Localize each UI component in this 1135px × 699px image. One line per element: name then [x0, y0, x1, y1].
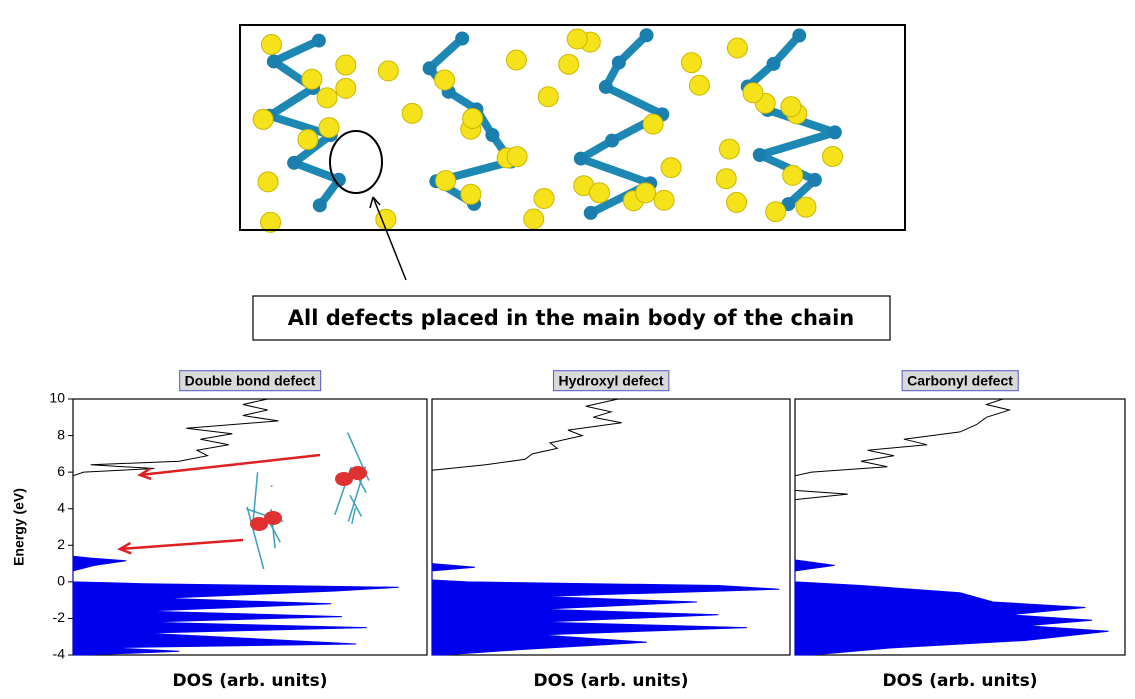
chart-title: Carbonyl defect: [907, 373, 1013, 389]
y-tick-label: 4: [57, 499, 65, 515]
atom-h: [538, 87, 558, 107]
charts: Double bond defect DOS (arb. units) Energy…: [11, 371, 1125, 691]
atom-c: [605, 134, 619, 148]
atom-h: [589, 183, 609, 203]
atom-h: [258, 172, 278, 192]
atom-c: [599, 80, 613, 94]
atom-h: [261, 35, 281, 55]
atom-h: [559, 54, 579, 74]
atom-c: [808, 173, 822, 187]
atom-c: [312, 34, 326, 48]
atom-c: [313, 198, 327, 212]
molecular-structure: [253, 28, 842, 232]
atom-c: [828, 125, 842, 139]
atom-h: [298, 130, 318, 150]
atom-h: [461, 184, 481, 204]
y-tick-label: 6: [57, 463, 65, 479]
atom-c: [455, 32, 469, 46]
atom-c: [584, 206, 598, 220]
atom-h: [336, 78, 356, 98]
atom-c: [485, 128, 499, 142]
atom-h: [507, 147, 527, 167]
atom-c: [423, 61, 437, 75]
atom-h: [681, 53, 701, 73]
atom-h: [402, 103, 422, 123]
atom-h: [506, 50, 526, 70]
atom-c: [753, 148, 767, 162]
atom-h: [253, 109, 273, 129]
atom-h: [435, 70, 455, 90]
atom-c: [640, 28, 654, 42]
atom-h: [823, 146, 843, 166]
atom-h: [689, 75, 709, 95]
atom-h: [719, 139, 739, 159]
chart-title: Hydroxyl defect: [558, 373, 663, 389]
y-tick-label: -2: [53, 609, 66, 625]
atom-h: [534, 188, 554, 208]
atom-h: [743, 83, 763, 103]
defect-circle: [330, 131, 382, 193]
atom-c: [574, 152, 588, 166]
y-tick-label: 10: [49, 390, 65, 406]
atom-c: [267, 54, 281, 68]
x-axis-label: DOS (arb. units): [883, 671, 1038, 691]
atom-c: [767, 57, 781, 71]
atom-h: [654, 190, 674, 210]
atom-h: [319, 118, 339, 138]
bond: [606, 87, 662, 114]
y-tick-label: 8: [57, 426, 65, 442]
y-axis-label: Energy (eV): [11, 488, 27, 566]
atom-h: [463, 108, 483, 128]
atom-h: [436, 171, 456, 191]
x-axis-label: DOS (arb. units): [173, 671, 328, 691]
atom-h: [524, 209, 544, 229]
atom-c: [287, 156, 301, 170]
atom-h: [636, 183, 656, 203]
bond: [269, 88, 313, 116]
atom-c: [792, 29, 806, 43]
atom-h: [783, 165, 803, 185]
atom-h: [302, 69, 322, 89]
atom-h: [661, 158, 681, 178]
atom-c: [612, 56, 626, 70]
atom-h: [796, 197, 816, 217]
atom-h: [567, 29, 587, 49]
atom-h: [781, 97, 801, 117]
annotation: All defects placed in the main body of t…: [288, 306, 855, 330]
y-tick-label: 2: [57, 536, 65, 552]
atom-h: [336, 55, 356, 75]
inset-orbital: [264, 511, 282, 525]
atom-h: [727, 38, 747, 58]
figure: All defects placed in the main body of t…: [0, 0, 1135, 695]
atom-h: [716, 169, 736, 189]
atom-h: [378, 61, 398, 81]
inset-orbital: [349, 466, 367, 480]
atom-h: [766, 202, 786, 222]
chart-title: Double bond defect: [185, 373, 316, 389]
y-tick-label: 0: [57, 573, 65, 589]
atom-h: [643, 114, 663, 134]
inset-bond: [271, 485, 272, 486]
atom-h: [727, 192, 747, 212]
y-tick-label: -4: [53, 646, 66, 662]
atom-h: [317, 88, 337, 108]
x-axis-label: DOS (arb. units): [534, 671, 689, 691]
